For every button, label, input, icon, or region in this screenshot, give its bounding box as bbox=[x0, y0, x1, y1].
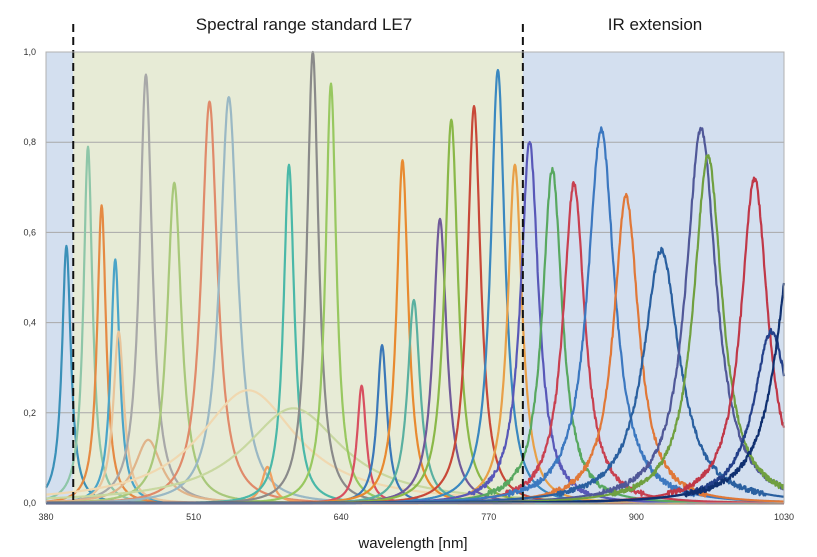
x-tick-labels: 380 510 640 770 900 1030 bbox=[38, 512, 794, 522]
y-tick-label-1: 0,2 bbox=[23, 408, 36, 418]
y-tick-label-5: 1,0 bbox=[23, 47, 36, 57]
x-tick-label-1: 510 bbox=[186, 512, 201, 522]
region-label-ir: IR extension bbox=[608, 15, 703, 34]
x-tick-label-3: 770 bbox=[481, 512, 496, 522]
x-tick-label-2: 640 bbox=[334, 512, 349, 522]
region-label-standard: Spectral range standard LE7 bbox=[196, 15, 412, 34]
plot-frame bbox=[45, 51, 785, 504]
x-tick-label-0: 380 bbox=[38, 512, 53, 522]
x-tick-label-4: 900 bbox=[629, 512, 644, 522]
y-tick-label-4: 0,8 bbox=[23, 137, 36, 147]
x-axis-title: wavelength [nm] bbox=[357, 535, 467, 552]
region-dividers bbox=[72, 24, 524, 503]
y-tick-label-0: 0,0 bbox=[23, 498, 36, 508]
y-tick-label-3: 0,6 bbox=[23, 227, 36, 237]
y-tick-label-2: 0,4 bbox=[23, 318, 36, 328]
x-tick-label-5: 1030 bbox=[774, 512, 794, 522]
y-tick-labels: 0,0 0,2 0,4 0,6 0,8 1,0 bbox=[23, 47, 36, 508]
